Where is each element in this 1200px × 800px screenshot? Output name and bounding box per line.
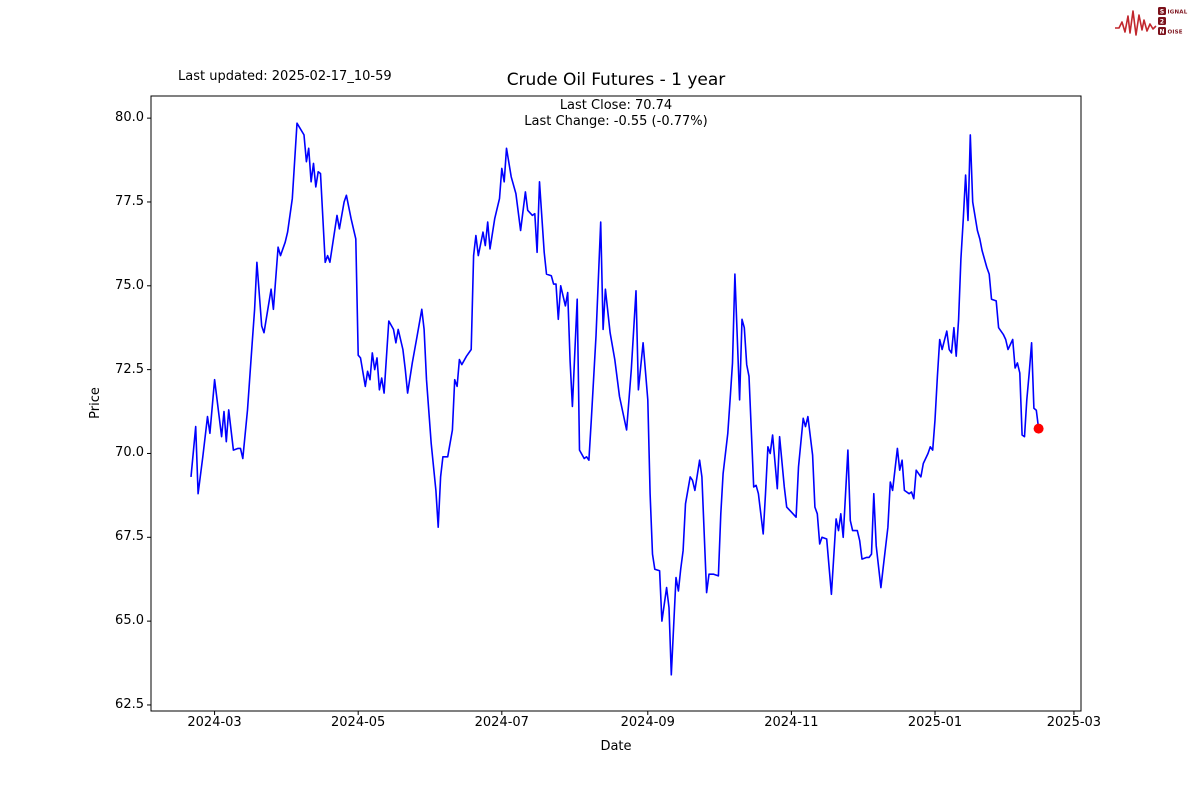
y-tick-label: 80.0 (115, 110, 144, 126)
logo-word-noise: OISE (1168, 29, 1183, 35)
x-tick-label: 2024-09 (620, 715, 675, 730)
y-tick-label: 77.5 (115, 193, 144, 209)
last-updated-text: Last updated: 2025-02-17_10-59 (178, 69, 392, 84)
chart-title: Crude Oil Futures - 1 year (506, 70, 726, 90)
last-close-text: Last Close: 70.74 (559, 98, 673, 113)
y-tick-label: 62.5 (115, 696, 144, 712)
last-point-dot (1033, 423, 1044, 434)
x-tick-label: 2025-01 (907, 715, 963, 730)
last-change-text: Last Change: -0.55 (-0.77%) (524, 114, 708, 129)
logo-box-n (1158, 27, 1166, 35)
x-tick-label: 2024-07 (474, 715, 529, 730)
x-axis-label: Date (600, 739, 632, 754)
logo-word-signal: IGNAL (1168, 9, 1188, 15)
x-tick-label: 2024-05 (331, 715, 386, 730)
logo-box-s (1158, 7, 1166, 15)
y-tick-label: 72.5 (115, 361, 144, 377)
price-line (190, 122, 1040, 676)
y-tick-label: 65.0 (115, 613, 144, 629)
logo-box-2 (1158, 17, 1166, 25)
waveform-icon (1115, 10, 1157, 36)
logo-letter-s: S (1160, 8, 1164, 15)
x-tick-label: 2024-11 (764, 715, 819, 730)
y-tick-label: 70.0 (115, 445, 144, 461)
logo-letter-2: 2 (1160, 18, 1164, 25)
logo-letter-n: N (1159, 28, 1164, 35)
y-tick-label: 67.5 (115, 529, 144, 545)
signal2noise-logo: S IGNAL 2 N OISE (1114, 4, 1194, 44)
y-tick-label: 75.0 (115, 277, 144, 293)
x-tick-label: 2024-03 (187, 715, 242, 730)
x-tick-label: 2025-03 (1046, 715, 1102, 730)
chart-annotation: Last Close: 70.74 Last Change: -0.55 (-0… (151, 98, 1081, 130)
plot-border (150, 95, 1082, 712)
